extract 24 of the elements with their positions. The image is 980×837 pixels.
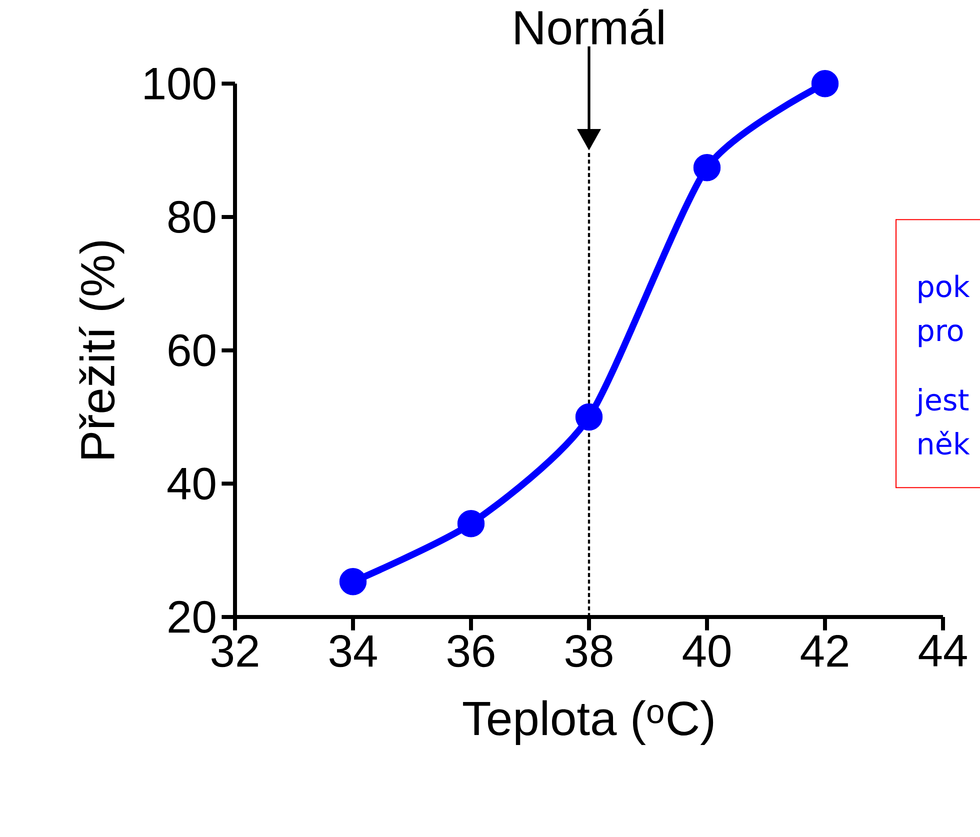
- ref-line-label: Normál: [516, 8, 664, 45]
- point: [339, 568, 367, 596]
- y-tick-label: 60: [168, 334, 216, 366]
- x-axis-title: Teplota ($^{o}$C): [463, 700, 714, 746]
- annotation: jest: [916, 388, 969, 416]
- x-tick-label: 38: [566, 635, 612, 668]
- annotation: něk: [918, 430, 970, 455]
- y-tick-label: 40: [168, 468, 216, 500]
- x-tick-label: 40: [682, 635, 730, 668]
- x-tick-label: 32: [212, 635, 258, 668]
- y-tick-label: 100: [144, 68, 216, 100]
- point: [693, 154, 721, 182]
- point: [575, 403, 603, 431]
- y-axis-title: Přežití (%): [78, 241, 124, 458]
- point: [457, 510, 485, 538]
- x-tick-label: 42: [800, 635, 848, 667]
- x-tick-label: 44: [918, 635, 967, 666]
- y-tick-label: 80: [168, 200, 216, 234]
- y-tick-label: 20: [168, 600, 216, 634]
- point: [811, 70, 839, 98]
- annotation: pro: [918, 324, 963, 348]
- x-tick-label: 36: [448, 635, 494, 668]
- x-tick-label: 34: [330, 635, 377, 668]
- annotation: pok: [918, 274, 970, 304]
